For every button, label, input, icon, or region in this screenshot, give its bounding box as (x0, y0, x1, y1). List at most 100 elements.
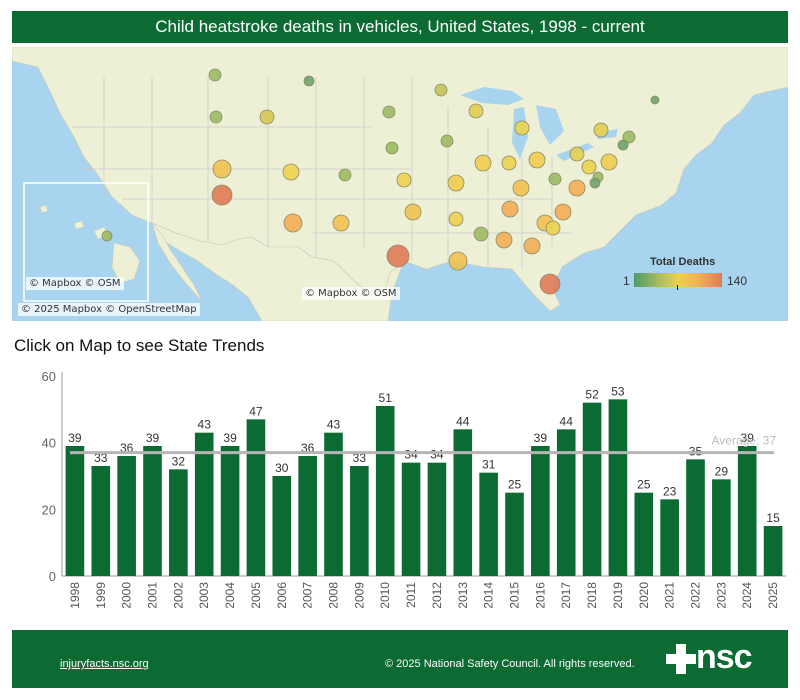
state-bubble[interactable] (283, 213, 303, 233)
state-bubble[interactable] (212, 159, 232, 179)
state-bubble[interactable] (581, 159, 597, 175)
state-bubble[interactable] (539, 273, 561, 295)
bar-value-label: 53 (611, 384, 625, 398)
state-bubble[interactable] (338, 168, 352, 182)
state-bubble[interactable] (528, 151, 546, 169)
bar-chart-svg[interactable]: 0204060391998331999362000392001322002432… (12, 368, 788, 620)
map-credit-main[interactable]: © 2025 Mapbox © OpenStreetMap (18, 303, 200, 316)
bar[interactable] (763, 526, 783, 576)
x-tick-label: 2001 (146, 582, 160, 609)
map-canvas[interactable] (12, 47, 788, 321)
bar[interactable] (453, 429, 473, 576)
bar[interactable] (634, 492, 654, 576)
state-bubble[interactable] (548, 172, 562, 186)
state-bubble[interactable] (211, 184, 233, 206)
bar[interactable] (427, 462, 447, 576)
bar[interactable] (298, 456, 317, 576)
nsc-cross-icon (666, 644, 696, 674)
state-bubble[interactable] (545, 220, 561, 236)
state-bubble[interactable] (332, 214, 350, 232)
bar[interactable] (375, 406, 395, 576)
state-bubble[interactable] (569, 146, 585, 162)
state-bubble[interactable] (589, 177, 601, 189)
state-bubble[interactable] (404, 203, 422, 221)
state-bubble[interactable] (208, 68, 222, 82)
us-map[interactable]: © 2025 Mapbox © OpenStreetMap © Mapbox ©… (12, 47, 788, 321)
state-bubble[interactable] (568, 179, 586, 197)
legend-color-ramp (634, 273, 722, 287)
state-bubble[interactable] (495, 231, 513, 249)
lake-huron (536, 105, 564, 145)
state-bubble[interactable] (382, 105, 396, 119)
legend-marker (677, 285, 678, 290)
x-tick-label: 2002 (171, 582, 185, 609)
footer-link[interactable]: injuryfacts.nsc.org (60, 658, 149, 670)
state-bubble[interactable] (501, 200, 519, 218)
bar[interactable] (556, 429, 576, 576)
state-bubble[interactable] (501, 155, 517, 171)
bar[interactable] (505, 492, 524, 576)
state-bubble[interactable] (396, 172, 412, 188)
bar[interactable] (272, 476, 292, 576)
x-tick-label: 2024 (740, 582, 754, 609)
state-bubble[interactable] (448, 211, 464, 227)
bar[interactable] (608, 399, 628, 576)
bar[interactable] (531, 446, 550, 576)
bar[interactable] (582, 402, 602, 576)
bar[interactable] (324, 432, 343, 576)
page-title: Child heatstroke deaths in vehicles, Uni… (12, 11, 788, 43)
state-bubble[interactable] (512, 179, 530, 197)
bar-value-label: 33 (353, 451, 367, 465)
state-bubble[interactable] (474, 154, 492, 172)
bar-chart[interactable]: 0 20 40 60 39 1998 33 1999 36 2000 39 2001 32 2002 43 2… (12, 368, 788, 620)
state-bubble[interactable] (434, 83, 448, 97)
state-bubble[interactable] (514, 120, 530, 136)
state-bubble[interactable] (468, 103, 484, 119)
map-credit-inset[interactable]: © Mapbox © OSM (26, 277, 124, 290)
bar[interactable] (737, 446, 757, 576)
bar[interactable] (169, 469, 188, 576)
state-bubble[interactable] (554, 203, 572, 221)
section-subtitle: Click on Map to see State Trends (14, 336, 265, 355)
x-tick-label: 2025 (766, 582, 780, 609)
bar[interactable] (712, 479, 731, 576)
state-bubble[interactable] (385, 141, 399, 155)
bar[interactable] (91, 466, 111, 576)
bar[interactable] (246, 419, 266, 576)
state-bubble[interactable] (303, 75, 315, 87)
bar[interactable] (194, 432, 214, 576)
bar[interactable] (220, 446, 240, 576)
map-credit-center[interactable]: © Mapbox © OSM (302, 287, 400, 300)
bar-value-label: 47 (249, 404, 263, 418)
state-bubble[interactable] (448, 251, 468, 271)
state-bubble[interactable] (600, 153, 618, 171)
x-tick-label: 2007 (301, 582, 315, 609)
state-bubble[interactable] (282, 163, 300, 181)
bar[interactable] (401, 462, 421, 576)
state-bubble[interactable] (617, 139, 629, 151)
x-tick-label: 2013 (456, 582, 470, 609)
state-bubble[interactable] (473, 226, 489, 242)
bar[interactable] (660, 499, 679, 576)
bar[interactable] (143, 446, 162, 576)
state-bubbles[interactable] (101, 68, 660, 295)
state-bubble[interactable] (593, 122, 609, 138)
state-bubble[interactable] (386, 244, 410, 268)
state-bubble[interactable] (523, 237, 541, 255)
bar[interactable] (479, 472, 498, 576)
x-tick-label: 1999 (94, 582, 108, 609)
y-tick-label: 0 (49, 569, 56, 584)
bar[interactable] (117, 456, 136, 576)
bar-value-label: 52 (585, 388, 599, 402)
state-bubble[interactable] (650, 95, 660, 105)
state-bubble[interactable] (440, 134, 454, 148)
bar[interactable] (686, 459, 705, 576)
state-bubble[interactable] (447, 174, 465, 192)
state-bubble[interactable] (622, 130, 636, 144)
bar[interactable] (65, 446, 85, 576)
state-bubble[interactable] (259, 109, 275, 125)
bar[interactable] (350, 466, 369, 576)
state-bubble[interactable] (101, 230, 113, 242)
state-bubble[interactable] (209, 110, 223, 124)
nsc-logo[interactable]: nsc (696, 638, 753, 676)
